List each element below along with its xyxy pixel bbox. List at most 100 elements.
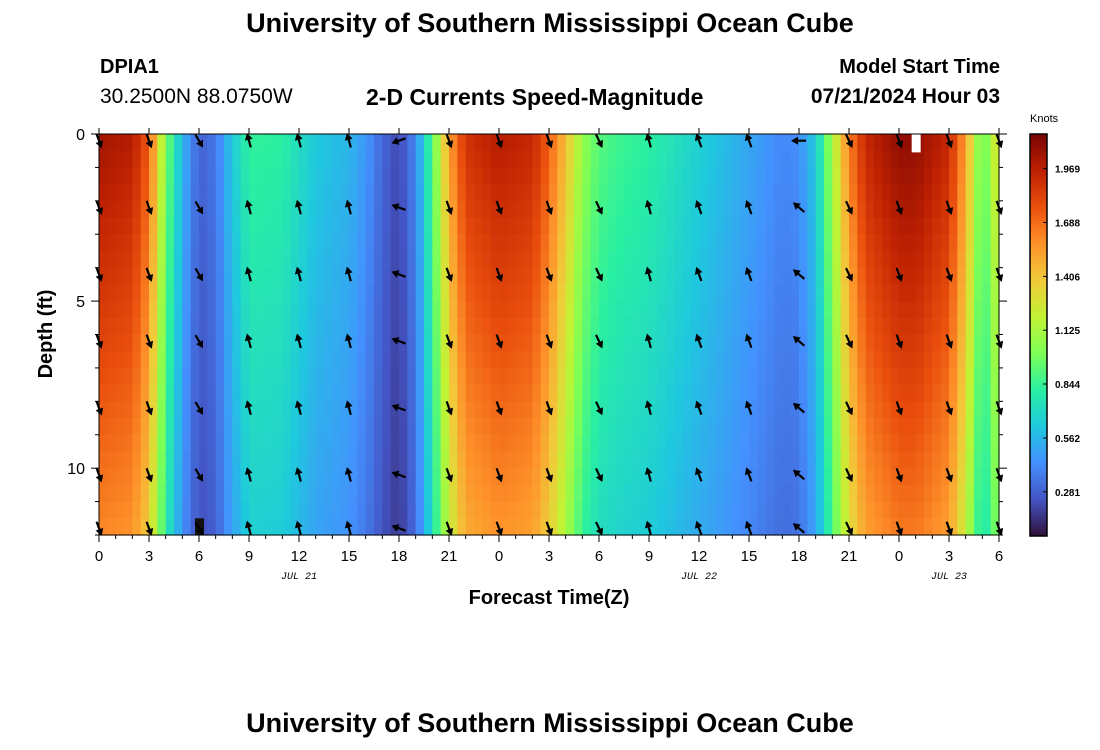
heatmap-cell [424, 484, 433, 503]
heatmap-cell [457, 250, 467, 269]
heatmap-cell [465, 134, 475, 152]
heatmap-cell [382, 334, 392, 352]
heatmap-cell [974, 484, 983, 503]
heatmap-cell [765, 434, 775, 453]
heatmap-cell [140, 484, 150, 503]
heatmap-cell [557, 267, 567, 285]
heatmap-cell [890, 367, 900, 386]
heatmap-cell [449, 434, 458, 453]
heatmap-cell [524, 200, 533, 219]
heatmap-cell [524, 451, 533, 469]
heatmap-cell [224, 217, 233, 235]
heatmap-cell [440, 167, 450, 185]
heatmap-cell [632, 217, 642, 235]
heatmap-cell [782, 501, 792, 519]
heatmap-cell [640, 468, 650, 486]
heatmap-cell [115, 184, 125, 202]
heatmap-cell [507, 484, 517, 503]
heatmap-cell [932, 351, 942, 369]
heatmap-cell [665, 317, 675, 336]
heatmap-cell [590, 384, 600, 402]
heatmap-cell [115, 334, 125, 352]
heatmap-cell [199, 351, 208, 369]
heatmap-cell [490, 250, 500, 269]
heatmap-cell [524, 150, 533, 169]
heatmap-cell [165, 301, 175, 319]
heatmap-cell [182, 518, 192, 536]
heatmap-cell [424, 250, 433, 269]
heatmap-cell [849, 267, 858, 285]
heatmap-cell [432, 234, 442, 252]
heatmap-cell [740, 134, 750, 152]
heatmap-cell [215, 200, 225, 219]
x-tick-label: 15 [341, 548, 358, 565]
heatmap-cell [107, 317, 117, 336]
heatmap-cell [924, 451, 933, 469]
heatmap-cell [932, 468, 942, 486]
x-tick-label: 6 [995, 548, 1003, 565]
heatmap-cell [790, 200, 800, 219]
heatmap-cell [949, 250, 958, 269]
x-tick-label: 12 [291, 548, 308, 565]
heatmap-cell [707, 217, 717, 235]
heatmap-cell [807, 451, 817, 469]
heatmap-cell [132, 317, 142, 336]
heatmap-cell [840, 284, 850, 302]
heatmap-cell [815, 267, 825, 285]
heatmap-cell [774, 334, 783, 352]
heatmap-cell [399, 234, 408, 252]
heatmap-cell [257, 134, 267, 152]
heatmap-cell [474, 384, 483, 402]
heatmap-cell [782, 150, 792, 169]
heatmap-cell [274, 501, 283, 519]
heatmap-cell [240, 418, 250, 436]
heatmap-cell [307, 150, 317, 169]
heatmap-cell [932, 418, 942, 436]
heatmap-cell [749, 367, 758, 386]
heatmap-cell [340, 468, 350, 486]
heatmap-cell [757, 451, 767, 469]
heatmap-cell [449, 150, 458, 169]
heatmap-cell [865, 367, 875, 386]
heatmap-cell [190, 301, 200, 319]
heatmap-cell [782, 184, 792, 202]
heatmap-cell [940, 167, 950, 185]
heatmap-cell [199, 334, 208, 352]
heatmap-cell [824, 367, 833, 386]
heatmap-cell [707, 418, 717, 436]
heatmap-cell [482, 167, 492, 185]
heatmap-cell [974, 250, 983, 269]
heatmap-cell [382, 234, 392, 252]
heatmap-cell [390, 284, 400, 302]
heatmap-cell [774, 384, 783, 402]
heatmap-cell [407, 434, 417, 453]
heatmap-cell [849, 234, 858, 252]
heatmap-cell [174, 134, 183, 152]
heatmap-cell [257, 334, 267, 352]
heatmap-cell [182, 501, 192, 519]
heatmap-cell [265, 250, 275, 269]
heatmap-cell [765, 351, 775, 369]
colorbar-segment [1030, 281, 1047, 286]
heatmap-cell [782, 418, 792, 436]
heatmap-cell [557, 317, 567, 336]
heatmap-cell [274, 367, 283, 386]
current-arrow [545, 133, 554, 149]
heatmap-cell [415, 484, 425, 503]
heatmap-cell [840, 384, 850, 402]
heatmap-cell [182, 167, 192, 185]
heatmap-cell [832, 334, 842, 352]
heatmap-cell [824, 134, 833, 152]
heatmap-cell [915, 150, 925, 169]
heatmap-cell [140, 317, 150, 336]
heatmap-cell [724, 250, 733, 269]
heatmap-cell [882, 334, 892, 352]
heatmap-cell [290, 250, 300, 269]
heatmap-cell [840, 434, 850, 453]
heatmap-cell [465, 250, 475, 269]
heatmap-cell [357, 184, 367, 202]
heatmap-cell [940, 250, 950, 269]
heatmap-cell [190, 284, 200, 302]
heatmap-cell [799, 334, 808, 352]
heatmap-cell [915, 234, 925, 252]
